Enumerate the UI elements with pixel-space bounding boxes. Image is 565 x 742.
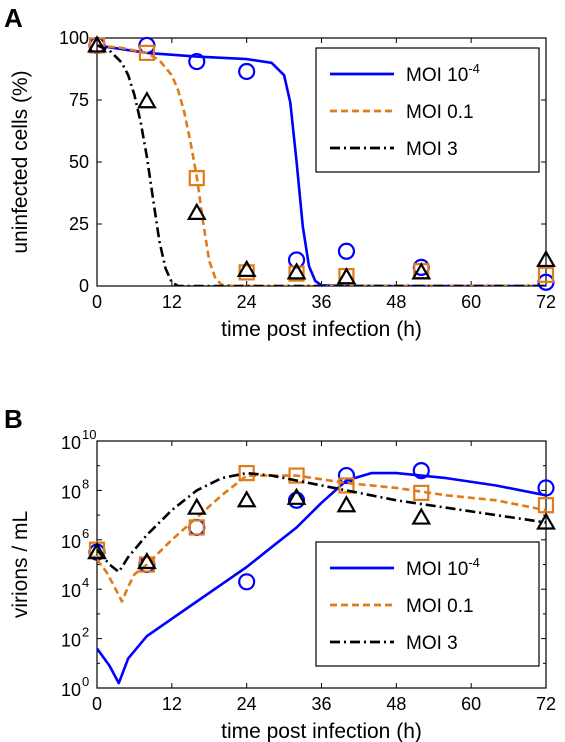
x-tick-label: 12 (162, 694, 182, 714)
legend: MOI 10-4 MOI 0.1 MOI 3 (315, 47, 540, 173)
legend-entry: MOI 0.1 (406, 596, 474, 617)
data-point (337, 242, 356, 260)
y-tick-label: 10 (61, 631, 81, 651)
data-point (536, 249, 556, 268)
series-3 (87, 471, 556, 574)
panel-label: B (4, 404, 23, 434)
y-tick-label: 50 (69, 152, 89, 172)
legend-entry: MOI 10-4 (406, 61, 480, 86)
x-tick-label: 36 (311, 292, 331, 312)
legend-entry: MOI 3 (406, 139, 458, 160)
series-line (97, 44, 546, 286)
data-point (536, 512, 556, 530)
y-tick-label: 75 (69, 90, 89, 110)
data-point (188, 52, 206, 71)
data-point (537, 497, 555, 514)
y-tick-label: 25 (69, 214, 89, 234)
data-point (537, 479, 555, 497)
data-point (236, 259, 257, 277)
y-axis-label: uninfected cells (%) (9, 70, 32, 253)
chart-panel-A: A 0 12 24 36 48 60 72 0 25 50 75 100 time post infect… (4, 3, 556, 341)
x-tick-label: 48 (386, 292, 406, 312)
data-point (136, 91, 157, 109)
series-2 (88, 465, 555, 603)
data-point (288, 467, 305, 484)
data-point (413, 484, 430, 501)
data-point (138, 44, 155, 61)
legend-superscript: -4 (468, 61, 480, 76)
y-tick-exponent: 6 (82, 526, 89, 541)
x-tick-label: 24 (237, 694, 257, 714)
data-point (412, 462, 430, 480)
data-point (188, 170, 205, 187)
data-point (537, 266, 555, 283)
x-tick-label: 60 (461, 292, 481, 312)
data-point (236, 490, 257, 508)
x-axis-label: time post infection (h) (221, 720, 422, 742)
y-tick-exponent: 10 (82, 427, 96, 442)
panel-label: A (4, 3, 23, 33)
data-point (338, 477, 355, 494)
data-point (287, 491, 306, 509)
y-tick-label: 0 (79, 276, 89, 296)
legend-superscript: -4 (468, 555, 480, 570)
y-tick-exponent: 2 (82, 625, 89, 640)
series-line (97, 44, 546, 286)
data-point (188, 519, 205, 536)
data-point (336, 495, 357, 513)
legend-entry: MOI 10-4 (406, 555, 480, 580)
data-point (337, 466, 356, 485)
data-point (411, 262, 432, 280)
data-point (136, 551, 157, 570)
legend-entry: MOI 0.1 (406, 102, 474, 123)
y-tick-label: 10 (61, 581, 81, 601)
series-line (97, 44, 546, 286)
data-point (87, 541, 107, 560)
x-tick-label: 0 (92, 694, 102, 714)
x-tick-label: 0 (92, 292, 102, 312)
y-tick-label: 10 (61, 680, 81, 700)
y-tick-exponent: 4 (82, 575, 89, 590)
series-3 (87, 35, 556, 286)
data-point (186, 202, 207, 220)
data-point (411, 507, 432, 525)
series-line (97, 474, 546, 603)
x-axis-label: time post infection (h) (221, 318, 422, 341)
y-tick-label: 100 (59, 28, 89, 48)
x-tick-label: 12 (162, 292, 182, 312)
y-tick-exponent: 8 (82, 476, 89, 491)
x-tick-label: 72 (536, 292, 556, 312)
y-tick-label: 10 (61, 482, 81, 502)
y-tick-label: 10 (61, 532, 81, 552)
x-tick-label: 60 (461, 694, 481, 714)
series-line (97, 471, 546, 685)
data-point (238, 62, 256, 81)
legend-entry: MOI 3 (406, 633, 458, 654)
data-point (238, 573, 256, 591)
x-tick-label: 72 (536, 694, 556, 714)
data-point (286, 487, 307, 505)
data-point (336, 267, 357, 285)
y-tick-label: 10 (61, 433, 81, 453)
y-axis-label: virions / mL (9, 511, 32, 618)
y-tick-exponent: 0 (82, 674, 89, 689)
legend-box (315, 541, 540, 667)
x-tick-label: 48 (386, 694, 406, 714)
series-line (97, 471, 546, 574)
legend: MOI 10-4 MOI 0.1 MOI 3 (315, 541, 540, 667)
data-point (286, 262, 307, 280)
data-point (87, 35, 107, 53)
data-point (186, 497, 207, 515)
x-tick-label: 24 (237, 292, 257, 312)
x-tick-label: 36 (311, 694, 331, 714)
data-point (288, 265, 305, 282)
